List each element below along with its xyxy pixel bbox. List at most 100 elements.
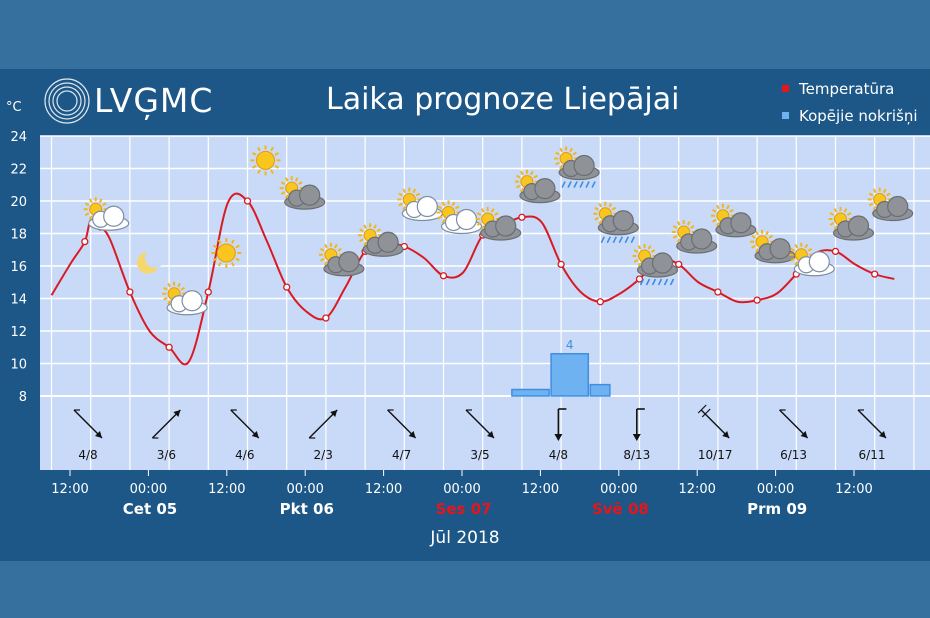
- sun-ray: [334, 243, 338, 249]
- x-tick-label: 12:00: [678, 482, 715, 497]
- sun-ray: [180, 286, 185, 291]
- legend-item-precipitation: Kopējie nokrišņi: [782, 107, 918, 125]
- rain-drop: [573, 181, 578, 188]
- wind-arrow-icon: [697, 404, 730, 439]
- sun-ray: [88, 198, 93, 203]
- sun-ray: [716, 204, 720, 210]
- x-tick-label: 12:00: [835, 482, 872, 497]
- sun-ray: [594, 206, 599, 211]
- sun-ray: [726, 204, 730, 210]
- wind-head: [879, 431, 886, 438]
- legend-label-precipitation: Kopējie nokrišņi: [799, 107, 918, 125]
- wind-label: 4/8: [549, 448, 568, 462]
- sun-ray: [729, 208, 734, 213]
- sun-ray: [217, 239, 222, 244]
- cloud-sun-dark-icon: [514, 169, 561, 204]
- wind-arrow-icon: [554, 408, 567, 441]
- wind-label: 2/3: [314, 448, 333, 462]
- y-axis: 8 10 12 14 16 18 20 22 24: [10, 130, 27, 405]
- rain-drop: [606, 236, 612, 244]
- x-tick-label: 00:00: [286, 482, 323, 497]
- cloud-sun-dark-icon: [750, 229, 796, 264]
- cloud-sun-dark-icon: [358, 223, 404, 257]
- sun-ray: [872, 188, 877, 194]
- wind-head: [722, 431, 730, 438]
- sun-ray: [167, 300, 171, 305]
- moon-shadow: [144, 247, 165, 268]
- temperature-marker: [126, 288, 134, 296]
- cloud-sun-dark-icon: [867, 187, 914, 222]
- page-title: Laika prognoze Liepājai: [326, 82, 680, 117]
- temperature-marker: [557, 260, 565, 269]
- x-tick-label: 12:00: [208, 482, 245, 497]
- sun-ray: [751, 244, 756, 249]
- sun-ray: [363, 241, 367, 247]
- sun-ray: [230, 262, 235, 267]
- wind-head: [487, 431, 494, 438]
- sun-ray: [359, 238, 364, 243]
- month-label: Jūl 2018: [430, 528, 500, 548]
- sun-ray: [163, 286, 168, 291]
- sun-ray: [298, 181, 303, 185]
- temperature-marker: [871, 270, 879, 278]
- wind-shaft: [779, 409, 809, 439]
- sun-ray: [252, 152, 257, 156]
- sun-ray: [337, 247, 342, 252]
- wind-label: 4/6: [235, 448, 254, 462]
- sun-ray: [833, 225, 838, 230]
- sun-ray: [846, 212, 852, 216]
- wind-head: [330, 410, 338, 417]
- x-tick-label: 12:00: [365, 482, 402, 497]
- sun-icon: [211, 238, 242, 268]
- y-tick-label: 12: [10, 325, 27, 340]
- rain-drop: [585, 181, 590, 188]
- rain-drop: [663, 278, 669, 286]
- cloud-sun-dark-icon: [671, 220, 718, 254]
- precipitation-bar: [589, 383, 611, 397]
- sun-ray: [559, 164, 563, 170]
- sun-disc: [256, 150, 275, 170]
- wind-head: [632, 434, 641, 441]
- day-label: Ses 07: [436, 500, 492, 518]
- sun-ray: [398, 202, 403, 207]
- sun-ray: [98, 198, 103, 203]
- sun-ray: [212, 257, 218, 262]
- sun-ray: [480, 225, 485, 230]
- sun-ray: [441, 201, 446, 207]
- rain-icon: [632, 244, 679, 286]
- cloud-sun-dark-icon: [279, 176, 326, 210]
- wind-label: 4/7: [392, 448, 411, 462]
- wind-shaft: [465, 409, 495, 439]
- sun-ray: [84, 212, 90, 217]
- legend-item-temperature: Temperatūra: [782, 80, 894, 98]
- sun-icon: [250, 145, 281, 176]
- sun-ray: [633, 249, 639, 253]
- rain-drop: [669, 278, 675, 286]
- sun-ray: [402, 188, 407, 194]
- wind-arrow-icon: [632, 408, 645, 441]
- wind-barb: [701, 408, 711, 418]
- weather-icons: [83, 145, 914, 316]
- sun-ray: [829, 212, 835, 216]
- cloud-sun-dark-icon: [475, 207, 522, 241]
- sun-ray: [363, 224, 367, 229]
- sun-ray: [235, 244, 240, 249]
- wind-arrow-icon: [465, 409, 495, 439]
- sun-ray: [167, 282, 171, 288]
- rain-drop: [657, 278, 663, 286]
- sun-ray: [886, 192, 891, 197]
- sun-ray: [690, 225, 695, 229]
- sun-ray: [633, 259, 639, 263]
- sun-ray: [598, 220, 603, 225]
- wind-shaft: [308, 409, 338, 439]
- partly-cloudy-icon: [162, 281, 208, 316]
- y-tick-label: 24: [10, 130, 27, 145]
- wind-label: 3/6: [157, 448, 176, 462]
- legend-swatch-temperature: [782, 85, 789, 92]
- sun-ray: [555, 161, 560, 166]
- temperature-marker: [753, 296, 761, 304]
- sun-ray: [555, 151, 560, 156]
- wind-head: [800, 431, 808, 438]
- day-label: Svē 08: [592, 500, 649, 518]
